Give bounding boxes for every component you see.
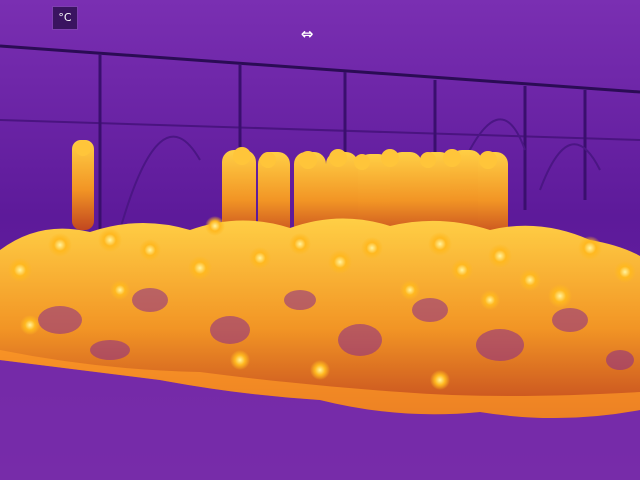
celsius-icon: °C bbox=[58, 11, 72, 24]
swap-view-button[interactable]: ⇔ bbox=[294, 24, 320, 44]
seated-crowd bbox=[0, 218, 640, 419]
fence-rail bbox=[0, 44, 640, 94]
front-row-band bbox=[0, 350, 640, 419]
standing-row bbox=[72, 140, 508, 240]
standing-heads bbox=[75, 140, 497, 170]
fence-posts bbox=[98, 54, 587, 230]
fence-rail-lower bbox=[0, 119, 640, 141]
crowd-shadows bbox=[38, 288, 634, 370]
temperature-unit-button[interactable]: °C bbox=[52, 6, 78, 30]
swap-arrows-icon: ⇔ bbox=[300, 25, 314, 43]
hot-spots bbox=[8, 216, 636, 390]
